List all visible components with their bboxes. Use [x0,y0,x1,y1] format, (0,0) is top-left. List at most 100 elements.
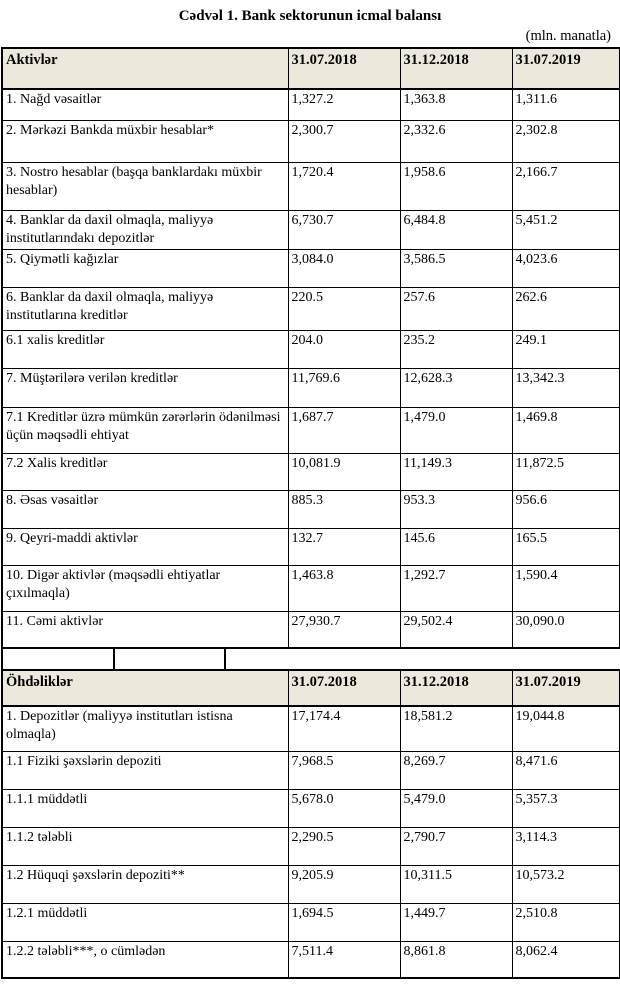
value-cell: 257.6 [399,286,513,331]
value-cell: 1,327.2 [287,88,401,121]
value-cell: 10,573.2 [511,864,620,904]
row-label: 11. Cəmi aktivlər [1,610,289,649]
value-cell: 8,062.4 [511,940,620,979]
value-cell: 1,720.4 [287,161,401,211]
value-cell: 262.6 [511,286,620,331]
table-row: 5. Qiymətli kağızlar 3,084.0 3,586.5 4,023.… [1,248,620,288]
value-cell: 956.6 [511,489,620,529]
value-cell: 2,302.8 [511,119,620,163]
column-header-date-2: 31.12.2018 [399,47,513,90]
liabilities-header-cell: Öhdəliklər [1,669,289,707]
row-label: 1.2 Hüquqi şəxslərin depoziti** [1,864,289,904]
table-row: 1.2.2 tələbli***, o cümlədən 7,511.4 8,861… [1,940,620,979]
value-cell: 8,269.7 [399,750,513,790]
value-cell: 9,205.9 [287,864,401,904]
row-label: 1. Nağd vəsaitlər [1,88,289,121]
column-header-date-3: 31.07.2019 [511,669,620,707]
table-row: 6.1 xalis kreditlər 204.0 235.2 249.1 [1,329,620,369]
liabilities-table: Öhdəliklər 31.07.2018 31.12.2018 31.07.2… [1,669,620,979]
table-row: 2. Mərkəzi Bankda müxbir hesablar* 2,300.… [1,119,620,163]
value-cell: 12,628.3 [399,367,513,408]
value-cell: 235.2 [399,329,513,369]
table-row: 11. Cəmi aktivlər 27,930.7 29,502.4 30,090.… [1,610,620,649]
value-cell: 2,290.5 [287,826,401,866]
value-cell: 1,958.6 [399,161,513,211]
row-label: 2. Mərkəzi Bankda müxbir hesablar* [1,119,289,163]
column-header-date-1: 31.07.2018 [287,669,401,707]
value-cell: 165.5 [511,527,620,566]
row-label: 1.1 Fiziki şəxslərin depoziti [1,750,289,790]
row-label: 1.1.2 tələbli [1,826,289,866]
row-label: 6. Banklar da daxil olmaqla, maliyyə ins… [1,286,289,331]
value-cell: 204.0 [287,329,401,369]
row-label: 7.2 Xalis kreditlər [1,452,289,491]
value-cell: 3,114.3 [511,826,620,866]
column-header-date-3: 31.07.2019 [511,47,620,90]
row-label: 7. Müştərilərə verilən kreditlər [1,367,289,408]
row-label: 1.2.2 tələbli***, o cümlədən [1,940,289,979]
assets-table: Aktivlər 31.07.2018 31.12.2018 31.07.201… [1,47,620,649]
value-cell: 17,174.4 [287,705,401,752]
column-header-date-1: 31.07.2018 [287,47,401,90]
value-cell: 10,311.5 [399,864,513,904]
document-title: Cədvəl 1. Bank sektorunun icmal balansı [178,8,442,24]
assets-header-row: Aktivlər 31.07.2018 31.12.2018 31.07.201… [1,47,620,90]
row-label: 6.1 xalis kreditlər [1,329,289,369]
value-cell: 885.3 [287,489,401,529]
value-cell: 4,023.6 [511,248,620,288]
table-row: 10. Digər aktivlər (məqsədli ehtiyatlar … [1,564,620,612]
value-cell: 145.6 [399,527,513,566]
table-row: 1. Nağd vəsaitlər 1,327.2 1,363.8 1,311.6 [1,88,620,121]
value-cell: 5,357.3 [511,788,620,828]
value-cell: 249.1 [511,329,620,369]
value-cell: 11,149.3 [399,452,513,491]
row-label: 1.1.1 müddətli [1,788,289,828]
table-row: 1.1.1 müddətli 5,678.0 5,479.0 5,357.3 [1,788,620,828]
table-row: 7.2 Xalis kreditlər 10,081.9 11,149.3 11,87… [1,452,620,491]
table-row: 7. Müştərilərə verilən kreditlər 11,769.6… [1,367,620,408]
value-cell: 1,292.7 [399,564,513,612]
row-label: 1. Depozitlər (maliyyə institutları isti… [1,705,289,752]
value-cell: 1,469.8 [511,406,620,454]
separator-cell-divider-1 [113,649,115,669]
row-label: 5. Qiymətli kağızlar [1,248,289,288]
value-cell: 18,581.2 [399,705,513,752]
value-cell: 220.5 [287,286,401,331]
value-cell: 5,678.0 [287,788,401,828]
value-cell: 27,930.7 [287,610,401,649]
value-cell: 1,449.7 [399,902,513,942]
table-separator [1,649,619,669]
table-row: 1.1 Fiziki şəxslərin depoziti 7,968.5 8,26… [1,750,620,790]
value-cell: 8,861.8 [399,940,513,979]
value-cell: 8,471.6 [511,750,620,790]
assets-header-cell: Aktivlər [1,47,289,90]
value-cell: 2,332.6 [399,119,513,163]
value-cell: 3,586.5 [399,248,513,288]
value-cell: 2,510.8 [511,902,620,942]
value-cell: 10,081.9 [287,452,401,491]
value-cell: 11,872.5 [511,452,620,491]
row-label: 7.1 Kreditlər üzrə mümkün zərərlərin ödə… [1,406,289,454]
value-cell: 2,790.7 [399,826,513,866]
value-cell: 1,363.8 [399,88,513,121]
value-cell: 1,463.8 [287,564,401,612]
separator-cell-divider-2 [224,649,226,669]
value-cell: 6,484.8 [399,209,513,250]
value-cell: 1,694.5 [287,902,401,942]
value-cell: 1,687.7 [287,406,401,454]
row-label: 9. Qeyri-maddi aktivlər [1,527,289,566]
liabilities-header-row: Öhdəliklər 31.07.2018 31.12.2018 31.07.2… [1,669,620,707]
table-row: 3. Nostro hesablar (başqa banklardakı mü… [1,161,620,211]
table-row: 4. Banklar da daxil olmaqla, maliyyə ins… [1,209,620,250]
row-label: 10. Digər aktivlər (məqsədli ehtiyatlar … [1,564,289,612]
value-cell: 2,166.7 [511,161,620,211]
value-cell: 1,311.6 [511,88,620,121]
table-row: 1. Depozitlər (maliyyə institutları isti… [1,705,620,752]
value-cell: 132.7 [287,527,401,566]
value-cell: 5,479.0 [399,788,513,828]
table-row: 6. Banklar da daxil olmaqla, maliyyə ins… [1,286,620,331]
value-cell: 13,342.3 [511,367,620,408]
table-row: 1.2 Hüquqi şəxslərin depoziti** 9,205.9 10… [1,864,620,904]
value-cell: 19,044.8 [511,705,620,752]
